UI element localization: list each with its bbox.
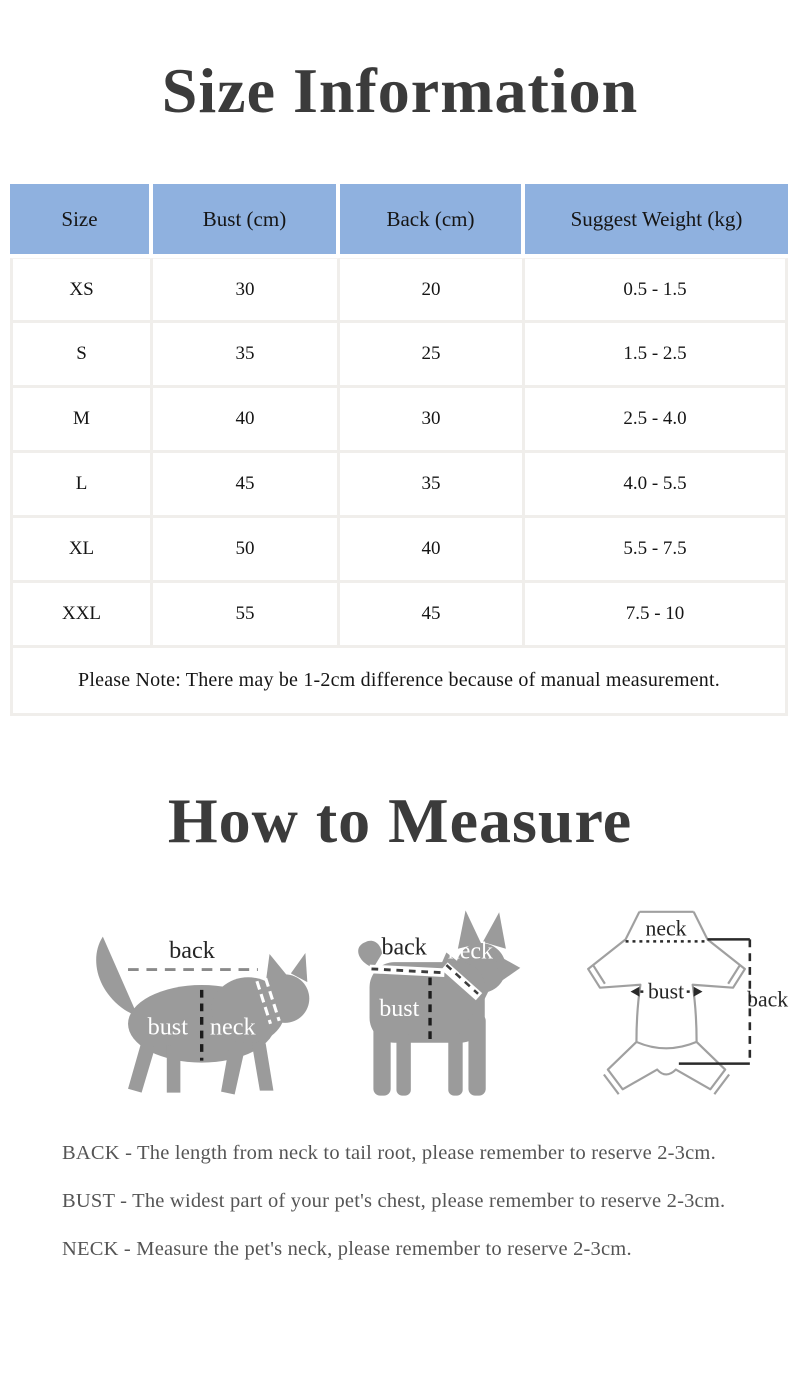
garment-back-label: back xyxy=(747,987,788,1011)
cell-weight: 4.0 - 5.5 xyxy=(525,453,788,518)
col-header-size: Size xyxy=(10,184,153,258)
bust-instruction: BUST - The widest part of your pet's che… xyxy=(62,1190,726,1212)
table-row-xl: XL 50 40 5.5 - 7.5 xyxy=(10,518,788,583)
table-row-xxl: XXL 55 45 7.5 - 10 xyxy=(10,583,788,648)
cat-bust-label: bust xyxy=(148,1013,189,1040)
cell-back: 40 xyxy=(340,518,525,583)
size-table-header-row: Size Bust (cm) Back (cm) Suggest Weight … xyxy=(10,184,788,258)
cell-size: XL xyxy=(10,518,153,583)
cell-weight: 1.5 - 2.5 xyxy=(525,323,788,388)
table-note-row: Please Note: There may be 1-2cm differen… xyxy=(10,648,788,716)
cell-bust: 50 xyxy=(153,518,340,583)
cell-back: 30 xyxy=(340,388,525,453)
cell-weight: 0.5 - 1.5 xyxy=(525,258,788,323)
cat-neck-label: neck xyxy=(210,1013,257,1040)
cell-bust: 55 xyxy=(153,583,340,648)
measure-instructions: BACK - The length from neck to tail root… xyxy=(62,1142,800,1261)
cell-size: XS xyxy=(10,258,153,323)
table-row-m: M 40 30 2.5 - 4.0 xyxy=(10,388,788,453)
cell-weight: 5.5 - 7.5 xyxy=(525,518,788,583)
cell-back: 45 xyxy=(340,583,525,648)
measure-figures: back bust neck back neck bust xyxy=(0,858,800,1108)
cell-size: XXL xyxy=(10,583,153,648)
dog-back-label: back xyxy=(381,934,426,960)
cell-weight: 7.5 - 10 xyxy=(525,583,788,648)
cell-size: M xyxy=(10,388,153,453)
dog-measure-diagram: back neck bust xyxy=(358,910,521,1096)
cell-bust: 35 xyxy=(153,323,340,388)
size-table: Size Bust (cm) Back (cm) Suggest Weight … xyxy=(10,184,788,716)
cell-bust: 30 xyxy=(153,258,340,323)
cell-back: 20 xyxy=(340,258,525,323)
cell-size: L xyxy=(10,453,153,518)
garment-measure-diagram: neck bust back xyxy=(587,910,788,1095)
cell-bust: 40 xyxy=(153,388,340,453)
neck-instruction: NECK - Measure the pet's neck, please re… xyxy=(62,1238,632,1260)
how-to-measure-title: How to Measure xyxy=(167,785,633,856)
cell-back: 25 xyxy=(340,323,525,388)
measurement-note: Please Note: There may be 1-2cm differen… xyxy=(10,648,788,716)
cell-bust: 45 xyxy=(153,453,340,518)
dog-bust-label: bust xyxy=(379,996,419,1022)
col-header-back: Back (cm) xyxy=(340,184,525,258)
size-information-title: Size Information xyxy=(161,55,639,126)
table-row-l: L 45 35 4.0 - 5.5 xyxy=(10,453,788,518)
cell-weight: 2.5 - 4.0 xyxy=(525,388,788,453)
cat-back-label: back xyxy=(169,937,216,964)
garment-bust-label: bust xyxy=(648,980,684,1004)
col-header-weight: Suggest Weight (kg) xyxy=(525,184,788,258)
back-instruction: BACK - The length from neck to tail root… xyxy=(62,1142,716,1164)
dog-neck-label: neck xyxy=(448,938,493,964)
cell-back: 35 xyxy=(340,453,525,518)
col-header-bust: Bust (cm) xyxy=(153,184,340,258)
cell-size: S xyxy=(10,323,153,388)
cat-measure-diagram: back bust neck xyxy=(96,936,310,1095)
garment-neck-label: neck xyxy=(646,916,687,940)
table-row-xs: XS 30 20 0.5 - 1.5 xyxy=(10,258,788,323)
table-row-s: S 35 25 1.5 - 2.5 xyxy=(10,323,788,388)
